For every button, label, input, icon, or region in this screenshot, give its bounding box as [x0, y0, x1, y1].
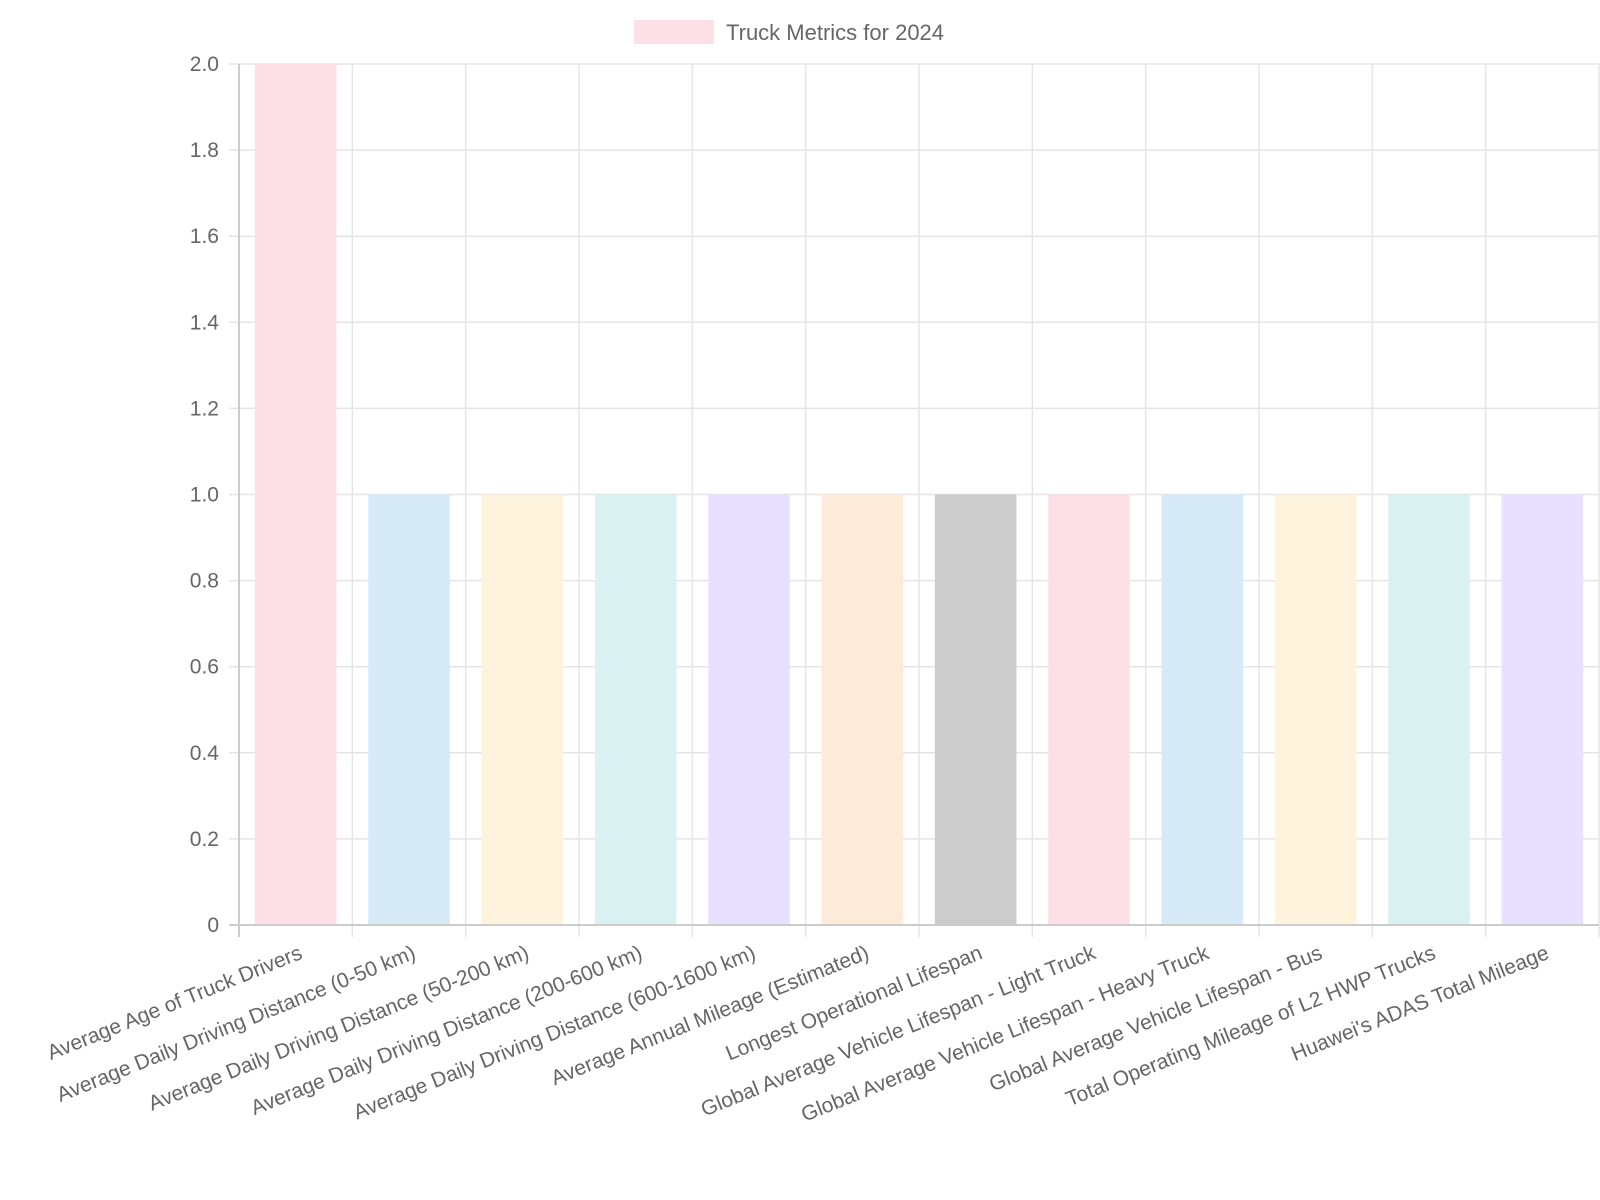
legend[interactable]: Truck Metrics for 2024 — [634, 20, 944, 45]
bars — [254, 64, 1584, 926]
bar[interactable] — [1501, 494, 1584, 926]
y-tick-label: 0.2 — [190, 828, 219, 851]
bar[interactable] — [1161, 494, 1244, 926]
bar[interactable] — [481, 494, 564, 926]
bar[interactable] — [1274, 494, 1357, 926]
y-tick-label: 1.6 — [190, 225, 219, 248]
bar[interactable] — [708, 494, 790, 926]
bar[interactable] — [594, 494, 677, 926]
axes — [229, 64, 1599, 937]
y-tick-label: 1.0 — [190, 484, 219, 507]
bar[interactable] — [934, 494, 1017, 926]
bar[interactable] — [821, 494, 904, 926]
y-tick-label: 0.6 — [190, 656, 219, 679]
bar[interactable] — [368, 494, 450, 926]
bar[interactable] — [1048, 494, 1130, 926]
bar[interactable] — [254, 64, 337, 925]
y-tick-label: 1.2 — [190, 397, 219, 420]
y-tick-label: 2.0 — [190, 53, 219, 76]
bar[interactable] — [1388, 494, 1470, 926]
legend-swatch — [634, 20, 714, 44]
y-axis-ticks: 0 0.2 0.4 0.6 0.8 1.0 1.2 1.4 1.6 1.8 2.0 — [190, 53, 220, 937]
y-tick-label: 0.4 — [190, 742, 220, 765]
legend-label: Truck Metrics for 2024 — [726, 20, 944, 45]
y-tick-label: 1.4 — [190, 311, 220, 334]
y-tick-label: 0.8 — [190, 570, 219, 593]
y-tick-label: 1.8 — [190, 139, 219, 162]
y-tick-label: 0 — [207, 914, 219, 937]
grid-lines — [229, 63, 1600, 937]
